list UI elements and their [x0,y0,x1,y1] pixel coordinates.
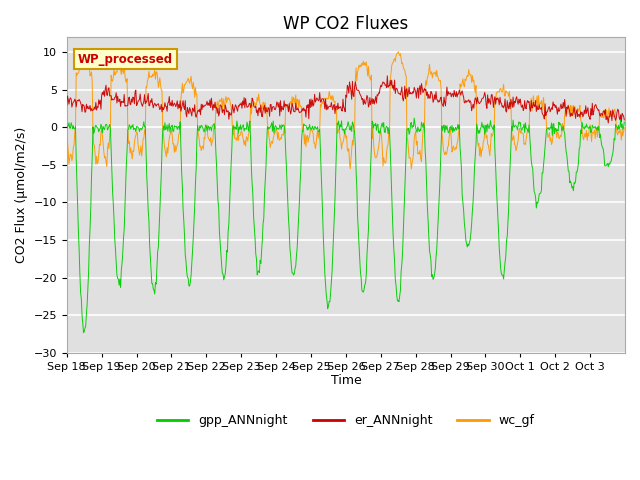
X-axis label: Time: Time [330,374,361,387]
Y-axis label: CO2 Flux (μmol/m2/s): CO2 Flux (μmol/m2/s) [15,127,28,263]
Title: WP CO2 Fluxes: WP CO2 Fluxes [284,15,408,33]
Text: WP_processed: WP_processed [78,52,173,66]
Legend: gpp_ANNnight, er_ANNnight, wc_gf: gpp_ANNnight, er_ANNnight, wc_gf [152,409,540,432]
